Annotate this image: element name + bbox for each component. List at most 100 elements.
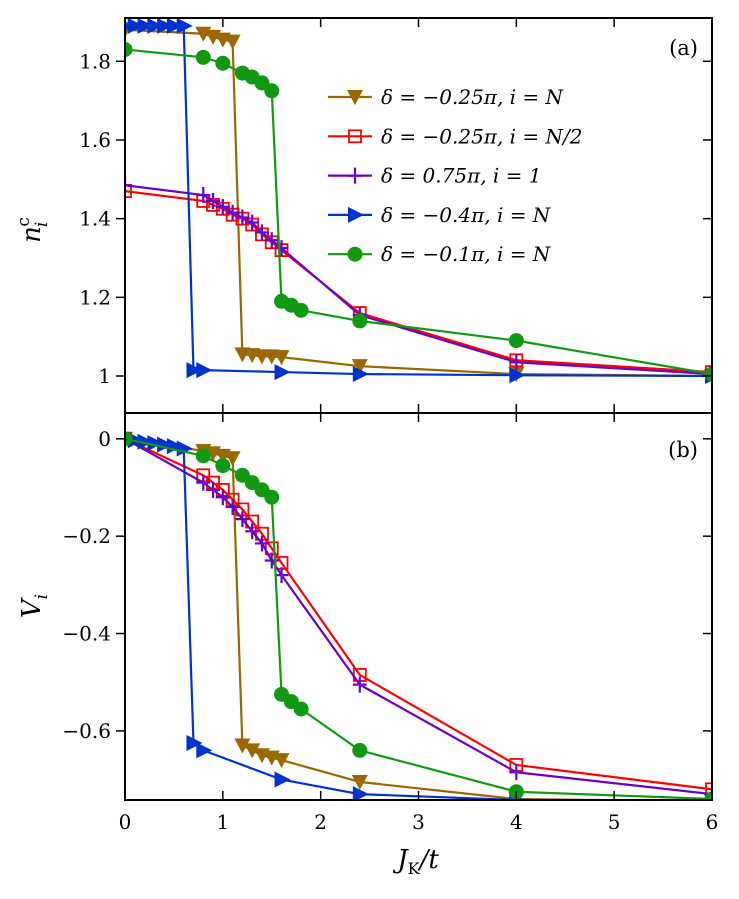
y-tick-label: 1: [98, 364, 111, 388]
series-4-point: [352, 742, 368, 758]
series-4-point: [508, 333, 524, 349]
series-4-point: [264, 83, 280, 99]
y-tick-label: 1.2: [79, 285, 111, 309]
legend-marker: [348, 167, 362, 184]
y-axis-title-b-sub: i: [32, 594, 52, 599]
series-1-point: [125, 184, 132, 199]
series-2-point: [274, 567, 289, 584]
series-4: [125, 41, 712, 382]
series-4-point: [195, 49, 211, 65]
series-3-point: [176, 18, 193, 34]
series-4-point: [215, 458, 231, 474]
legend-item: δ = −0.1π, i = N: [328, 242, 552, 266]
series-2-point: [206, 481, 221, 498]
y-tick-label: −0.2: [62, 524, 111, 548]
plots: 1 1.2 1.4 1.6 1.8 0 −0.2 −0.4 −0.6 0 1 2 3 4 5 6: [62, 17, 719, 834]
series-3-point: [147, 18, 164, 34]
x-axis-title: JK/t: [392, 845, 439, 878]
series-3-point: [196, 742, 213, 759]
panel-label-a: (a): [669, 36, 698, 60]
series-2-point: [225, 204, 240, 221]
series-3-point: [196, 362, 213, 379]
x-tick-label: 5: [608, 810, 621, 834]
series-3-point: [157, 18, 174, 34]
series-3-point: [352, 366, 369, 383]
series-2-point: [245, 214, 260, 231]
series-2-point: [264, 552, 279, 569]
legend-label: δ = −0.25π, i = N/2: [381, 124, 583, 148]
legend-label: δ = −0.25π, i = N: [381, 85, 565, 109]
series-3-point: [186, 735, 203, 752]
series-1-point: [705, 782, 712, 797]
series-3-point: [147, 435, 164, 452]
legend-label: δ = −0.1π, i = N: [381, 242, 552, 266]
series-2-point: [196, 187, 211, 204]
series-3-point: [127, 18, 144, 34]
series-2-point: [125, 177, 132, 194]
series-0-point: [224, 34, 241, 50]
series-4-point: [264, 489, 280, 505]
y-tick-label: 1.6: [79, 128, 111, 152]
series-4-point: [704, 366, 712, 382]
series-0-point: [351, 359, 368, 375]
series-3-point: [274, 771, 291, 788]
y-axis-title-a-main: n: [17, 226, 47, 243]
series-2-point: [235, 511, 250, 528]
x-tick-label: 2: [314, 810, 327, 834]
series-0-point: [234, 738, 251, 754]
series-3: [125, 18, 712, 385]
y-tick-label: 0: [98, 427, 111, 451]
y-axis-title-a-sup: c: [14, 217, 34, 227]
legend-item: δ = 0.75π, i = 1: [328, 164, 542, 188]
series-2-point: [509, 354, 524, 371]
series-3-point: [176, 440, 193, 457]
legend-marker: [348, 206, 364, 223]
series-3-point: [166, 438, 183, 455]
series-0-point: [351, 774, 368, 790]
y-axis-title-a: nic: [14, 217, 52, 243]
series-2-point: [196, 474, 211, 491]
y-tick-label: 1.4: [79, 207, 111, 231]
series-4-point: [195, 448, 211, 464]
x-tick-label: 4: [510, 810, 523, 834]
series-2-point: [264, 232, 279, 249]
series-4: [125, 431, 712, 800]
series-2-point: [254, 535, 269, 552]
series-3-point: [137, 18, 154, 34]
series-2: [125, 430, 712, 800]
x-tick-label: 6: [706, 810, 719, 834]
legend-marker: [348, 129, 362, 144]
legend-marker: [347, 246, 363, 262]
y-axis-title-b-main: V: [17, 597, 47, 618]
legend-item: δ = −0.4π, i = N: [328, 203, 552, 227]
series-2-point: [225, 498, 240, 515]
series-3-point: [166, 18, 183, 34]
series-3-point: [157, 436, 174, 453]
series-4-point: [293, 302, 309, 318]
y-axis-title-b: Vi: [17, 594, 52, 618]
series-2-point: [274, 240, 289, 257]
legend-item: δ = −0.25π, i = N: [328, 85, 565, 109]
y-tick-label: −0.4: [62, 622, 111, 646]
series-0-point: [273, 350, 290, 366]
series-4-point: [125, 431, 133, 447]
series-2-point: [215, 489, 230, 506]
legend-label: δ = 0.75π, i = 1: [381, 164, 542, 188]
series-0-point: [224, 451, 241, 467]
panel-label-b: (b): [668, 438, 698, 462]
panel-a: 1 1.2 1.4 1.6 1.8: [79, 17, 713, 414]
plot-area: [125, 18, 712, 385]
series-2-point: [245, 523, 260, 540]
series-2-point: [352, 676, 367, 693]
plot-frame: [124, 412, 713, 801]
x-tick-label: 3: [412, 810, 425, 834]
legend-marker: [347, 90, 363, 105]
x-tick-label: 0: [119, 810, 132, 834]
series-4-point: [293, 701, 309, 717]
series-3-point: [186, 362, 203, 379]
panel-b: 0 −0.2 −0.4 −0.6 0 1 2 3 4 5 6: [62, 412, 719, 834]
x-axis-title-rest: /t: [417, 845, 440, 875]
legend-label: δ = −0.4π, i = N: [381, 203, 552, 227]
plot-area: [125, 430, 712, 800]
